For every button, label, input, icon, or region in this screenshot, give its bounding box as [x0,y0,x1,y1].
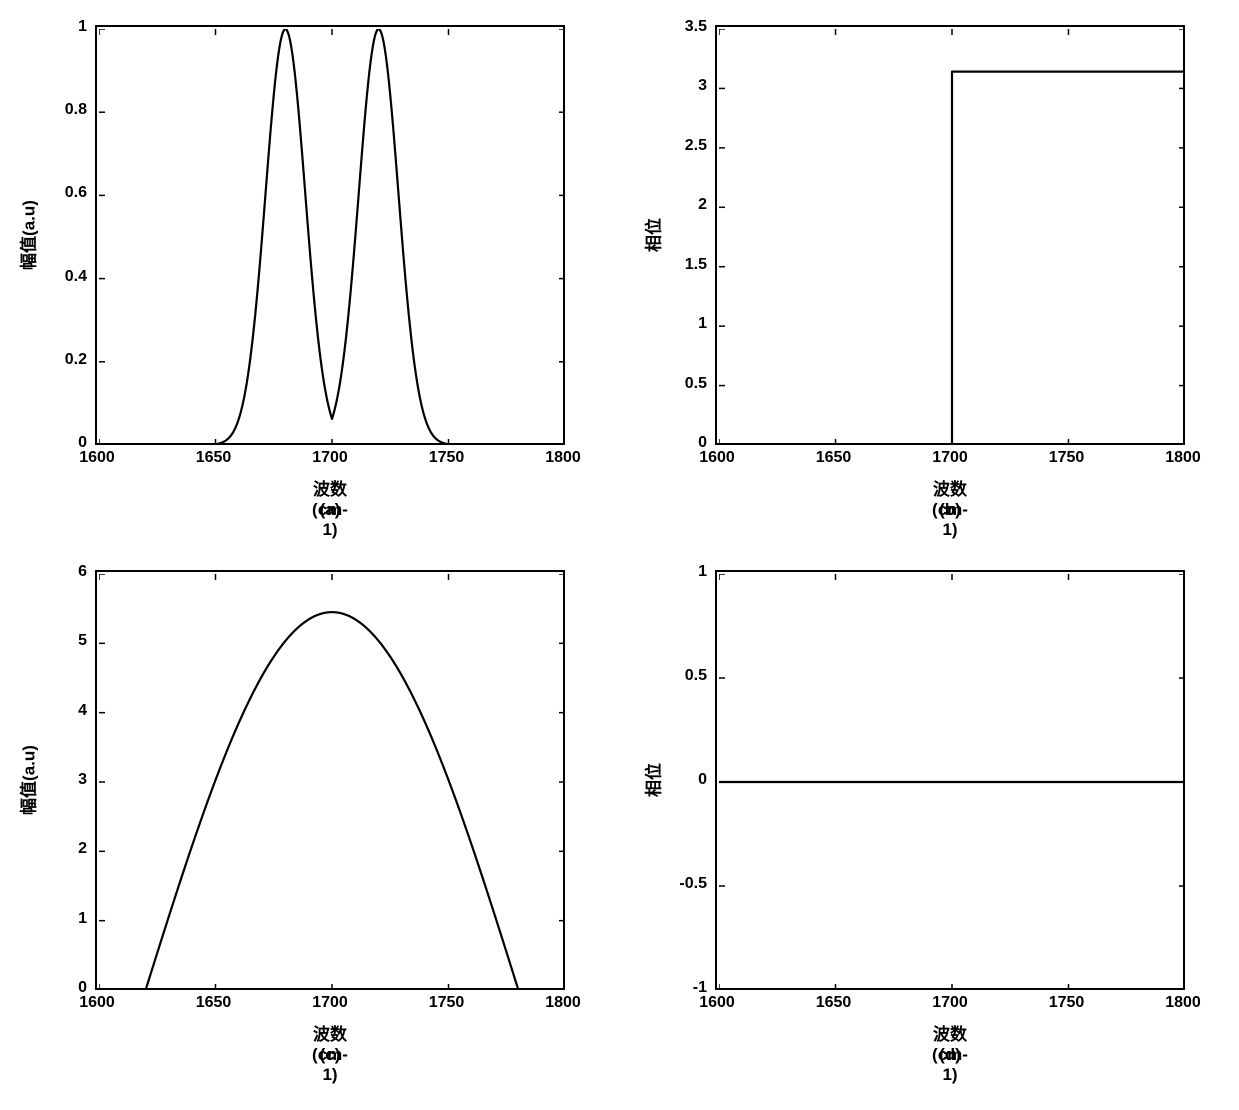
plot-svg-b [719,29,1185,445]
x-tick-label: 1650 [816,449,852,467]
y-tick-label: 1 [47,18,87,36]
y-tick-label: 0.4 [47,268,87,286]
x-tick-label: 1650 [196,449,232,467]
y-tick-label: 0 [47,979,87,997]
y-tick-label: 1 [47,910,87,928]
series-line [99,612,565,990]
y-tick-label: 1 [667,563,707,581]
y-tick-label: 4 [47,702,87,720]
y-tick-label: 0 [47,434,87,452]
y-tick-label: 1 [667,315,707,333]
subplot-label: (d) [939,1045,961,1065]
plot-svg-a [99,29,565,445]
x-tick-label: 1750 [1049,994,1085,1012]
subplot-label: (b) [939,500,961,520]
x-tick-label: 1700 [312,449,348,467]
y-tick-label: 3 [667,77,707,95]
plot-area-c [95,570,565,990]
x-tick-label: 1700 [932,449,968,467]
x-tick-label: 1750 [429,994,465,1012]
x-tick-label: 1650 [196,994,232,1012]
y-tick-label: -1 [667,979,707,997]
figure: 1600165017001750180000.20.40.60.81波数(cm-… [0,0,1239,1110]
x-tick-label: 1800 [545,449,581,467]
x-tick-label: 1800 [1165,994,1201,1012]
plot-svg-c [99,574,565,990]
x-tick-label: 1700 [932,994,968,1012]
series-line [719,72,1185,445]
x-tick-label: 1800 [545,994,581,1012]
plot-area-d [715,570,1185,990]
y-tick-label: 2 [667,196,707,214]
x-tick-label: 1700 [312,994,348,1012]
plot-svg-d [719,574,1185,990]
y-tick-label: 1.5 [667,256,707,274]
plot-area-b [715,25,1185,445]
plot-area-a [95,25,565,445]
y-tick-label: 2 [47,840,87,858]
y-tick-label: 0 [667,434,707,452]
y-tick-label: 0 [667,771,707,789]
y-tick-label: 0.8 [47,101,87,119]
x-tick-label: 1800 [1165,449,1201,467]
ylabel: 相位 [640,218,665,252]
y-tick-label: 0.2 [47,351,87,369]
y-tick-label: 6 [47,563,87,581]
x-tick-label: 1750 [1049,449,1085,467]
y-tick-label: 2.5 [667,137,707,155]
y-tick-label: -0.5 [667,875,707,893]
x-tick-label: 1750 [429,449,465,467]
y-tick-label: 0.5 [667,375,707,393]
y-tick-label: 3.5 [667,18,707,36]
y-tick-label: 3 [47,771,87,789]
x-tick-label: 1650 [816,994,852,1012]
y-tick-label: 0.6 [47,184,87,202]
ylabel: 幅值(a.u) [15,200,40,270]
subplot-label: (c) [320,1045,341,1065]
y-tick-label: 5 [47,632,87,650]
subplot-label: (a) [320,500,341,520]
series-line [99,29,565,445]
ylabel: 幅值(a.u) [15,745,40,815]
y-tick-label: 0.5 [667,667,707,685]
ylabel: 相位 [640,763,665,797]
